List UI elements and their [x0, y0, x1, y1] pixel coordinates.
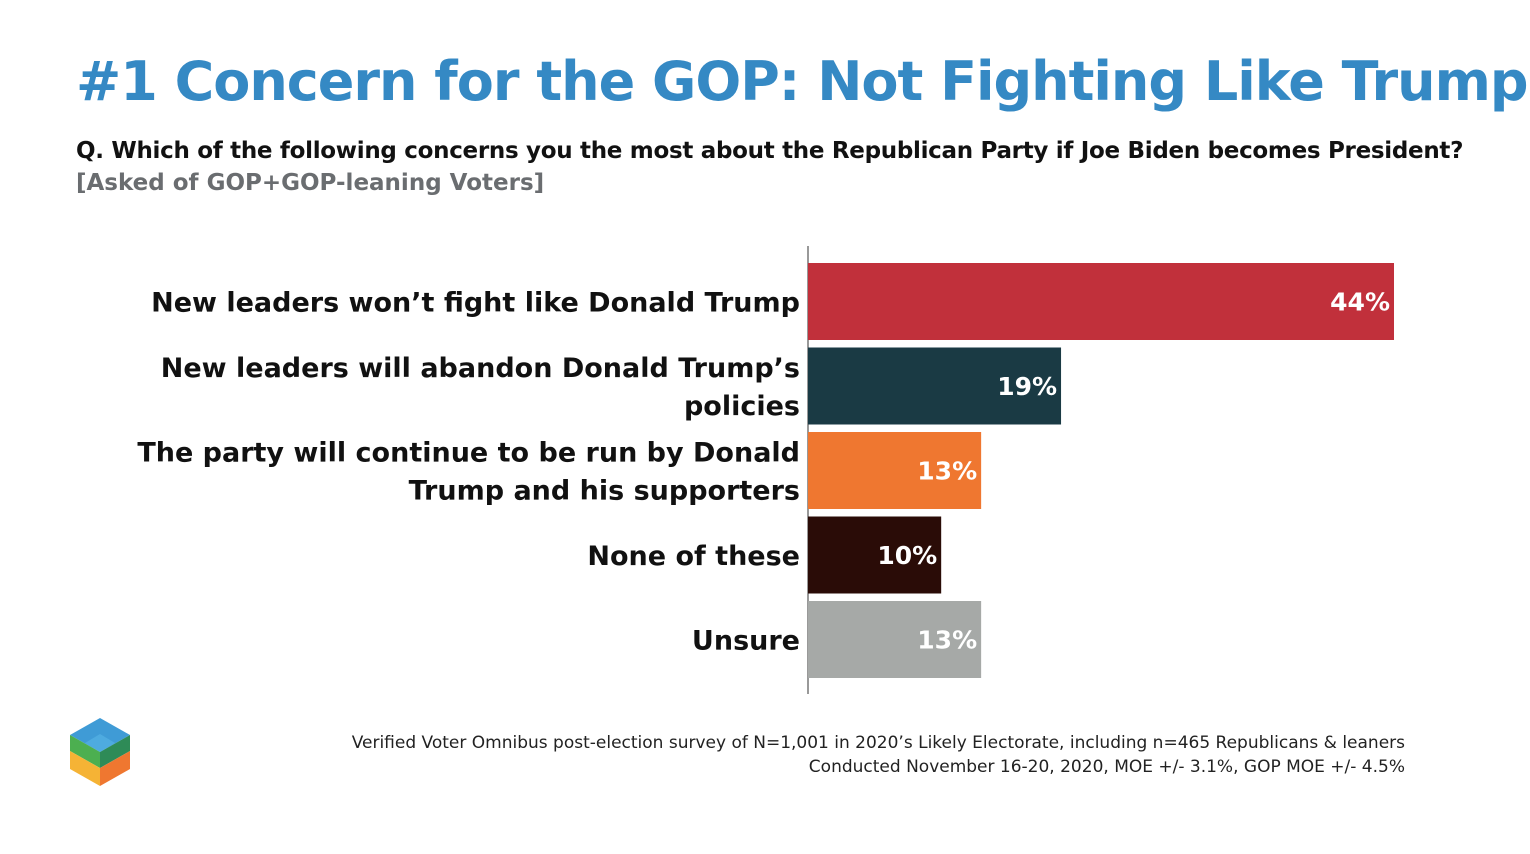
bar-3 — [808, 432, 982, 509]
value-label-4: 10% — [877, 541, 937, 570]
survey-population-note: [Asked of GOP+GOP-leaning Voters] — [76, 170, 545, 196]
chart-title: #1 Concern for the GOP: Not Fighting Lik… — [76, 50, 1529, 113]
bar-2 — [808, 347, 1062, 425]
bars-group: 44% New leaders won’t fight like Donald T… — [137, 263, 1394, 678]
survey-question: Q. Which of the following concerns you t… — [76, 138, 1464, 164]
bar-1 — [808, 263, 1394, 340]
category-label-4: None of these — [587, 541, 800, 572]
bar-4 — [808, 516, 942, 594]
source-line-dates: Conducted November 16-20, 2020, MOE +/- … — [808, 757, 1405, 777]
category-label-5: Unsure — [692, 626, 800, 657]
value-label-1: 44% — [1330, 288, 1390, 317]
bar-5 — [808, 601, 982, 678]
hexagon-cube-logo-icon — [70, 718, 130, 786]
category-label-2-line-1: New leaders will abandon Donald Trump’s — [161, 353, 800, 384]
value-label-3: 13% — [917, 457, 977, 486]
category-label-2-line-2: policies — [684, 391, 800, 422]
value-label-5: 13% — [917, 626, 977, 655]
category-label-3-line-1: The party will continue to be run by Don… — [137, 438, 800, 469]
category-label-1: New leaders won’t fight like Donald Trum… — [151, 288, 800, 319]
category-label-3-line-2: Trump and his supporters — [409, 476, 800, 507]
source-note: Verified Voter Omnibus post-election sur… — [352, 731, 1405, 779]
value-label-2: 19% — [997, 372, 1057, 401]
source-line-sample: Verified Voter Omnibus post-election sur… — [351, 733, 1405, 753]
